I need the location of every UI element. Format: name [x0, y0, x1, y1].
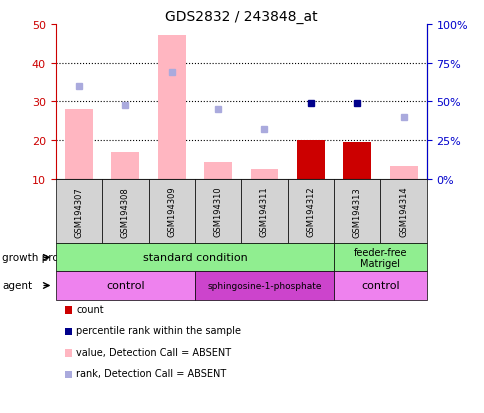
Text: GSM194314: GSM194314 [398, 186, 407, 237]
Title: GDS2832 / 243848_at: GDS2832 / 243848_at [165, 10, 317, 24]
Text: agent: agent [2, 281, 32, 291]
Bar [65, 110, 93, 180]
Text: rank, Detection Call = ABSENT: rank, Detection Call = ABSENT [76, 368, 226, 378]
Bar [389, 166, 417, 180]
Text: GSM194313: GSM194313 [352, 186, 361, 237]
Text: GSM194309: GSM194309 [167, 186, 176, 237]
Text: GSM194311: GSM194311 [259, 186, 269, 237]
Text: control: control [361, 281, 399, 291]
Text: percentile rank within the sample: percentile rank within the sample [76, 325, 241, 335]
Text: growth protocol: growth protocol [2, 253, 85, 263]
Bar [343, 143, 370, 180]
Bar [157, 36, 185, 180]
Text: feeder-free
Matrigel: feeder-free Matrigel [353, 247, 407, 268]
Text: GSM194307: GSM194307 [75, 186, 83, 237]
Text: standard condition: standard condition [142, 253, 247, 263]
Text: control: control [106, 281, 144, 291]
Bar [204, 162, 231, 180]
Text: GSM194308: GSM194308 [121, 186, 130, 237]
Text: GSM194312: GSM194312 [306, 186, 315, 237]
Text: value, Detection Call = ABSENT: value, Detection Call = ABSENT [76, 347, 231, 357]
Text: count: count [76, 304, 104, 314]
Bar [250, 170, 278, 180]
Text: sphingosine-1-phosphate: sphingosine-1-phosphate [207, 281, 321, 290]
Text: GSM194310: GSM194310 [213, 186, 222, 237]
Bar [296, 141, 324, 180]
Bar [111, 152, 139, 180]
